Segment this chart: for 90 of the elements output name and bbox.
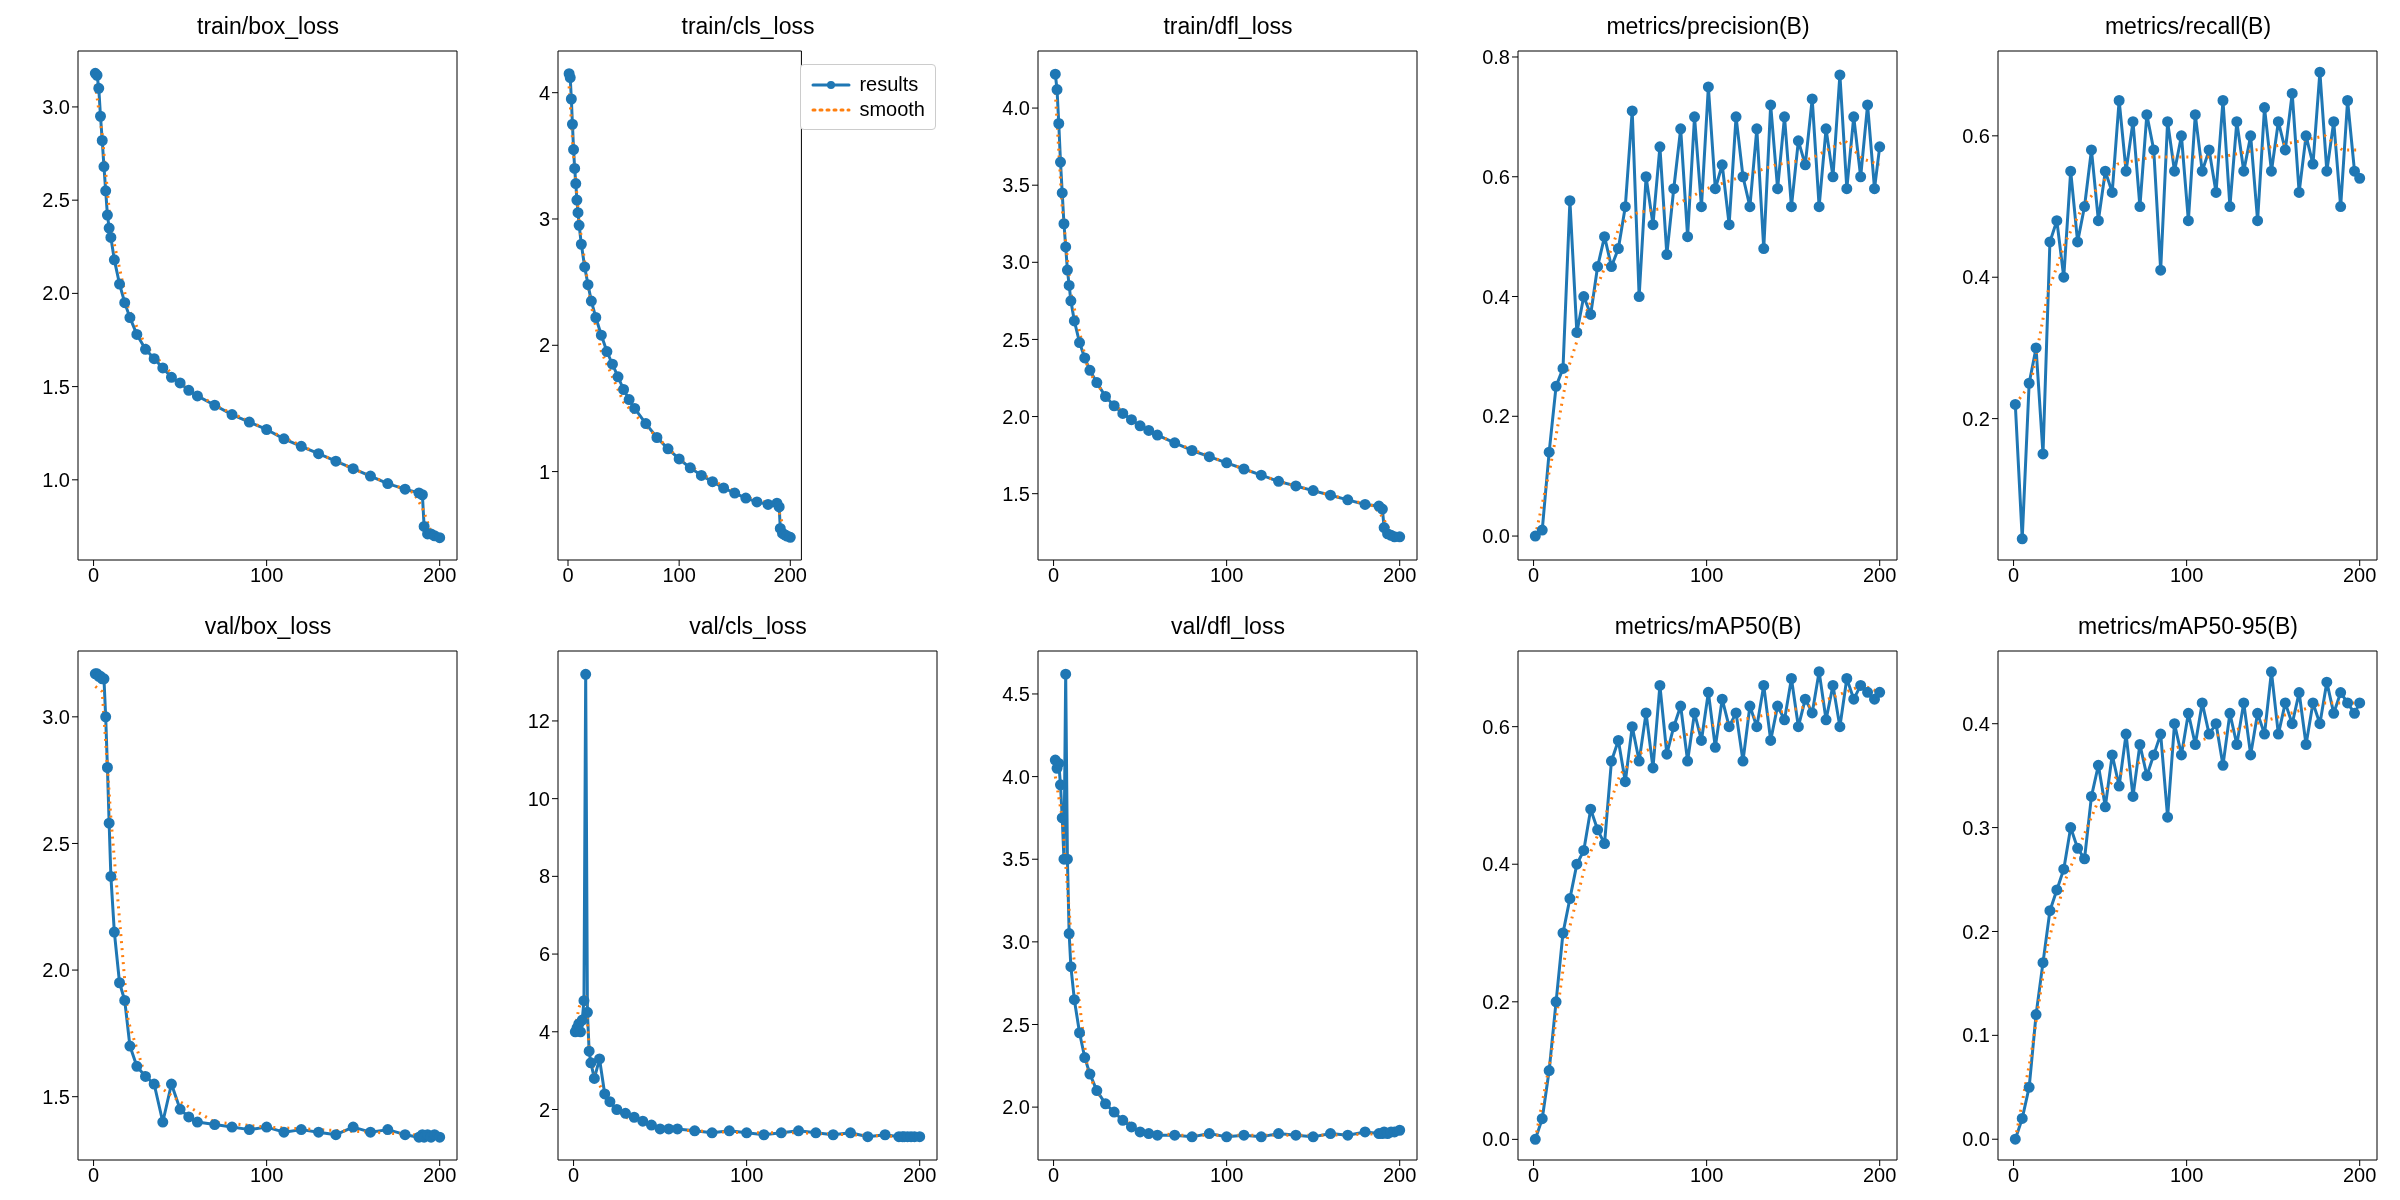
x-tick-label: 0 xyxy=(1048,1164,1060,1187)
x-tick-label: 100 xyxy=(249,564,284,587)
y-tick-label: 0.6 xyxy=(1482,165,1510,188)
legend-label: results xyxy=(859,73,919,96)
chart-title: metrics/recall(B) xyxy=(2103,12,2273,41)
chart-title: train/cls_loss xyxy=(680,12,816,41)
y-tick-label: 2.0 xyxy=(42,959,70,982)
x-tick-label: 0 xyxy=(568,1164,580,1187)
y-tick-label: 3.5 xyxy=(1002,174,1030,197)
y-tick-label: 2.5 xyxy=(42,832,70,855)
y-tick-label: 0.1 xyxy=(1962,1024,1990,1047)
y-tick-label: 2.5 xyxy=(1002,328,1030,351)
chart-title: val/box_loss xyxy=(203,612,333,641)
chart-title: metrics/precision(B) xyxy=(1605,12,1811,41)
x-tick-label: 100 xyxy=(729,1164,764,1187)
y-tick-label: 0.4 xyxy=(1962,266,1990,289)
y-tick-label: 0.8 xyxy=(1482,46,1510,69)
x-tick-label: 200 xyxy=(1383,564,1417,587)
chart-title: metrics/mAP50-95(B) xyxy=(2077,612,2299,641)
y-tick-label: 3.0 xyxy=(42,705,70,728)
x-tick-label: 200 xyxy=(903,1164,937,1187)
y-tick-label: 2 xyxy=(538,334,550,357)
y-tick-label: 0.3 xyxy=(1962,816,1990,839)
x-tick-label: 100 xyxy=(1689,564,1724,587)
x-tick-label: 200 xyxy=(2343,564,2377,587)
x-tick-label: 0 xyxy=(2008,1164,2020,1187)
x-tick-label: 100 xyxy=(1689,1164,1724,1187)
x-tick-label: 0 xyxy=(88,564,100,587)
x-tick-label: 100 xyxy=(662,564,696,587)
x-tick-label: 0 xyxy=(1528,564,1540,587)
x-tick-label: 0 xyxy=(88,1164,100,1187)
y-tick-label: 0.6 xyxy=(1962,124,1990,147)
y-tick-label: 2 xyxy=(538,1098,550,1121)
x-tick-label: 100 xyxy=(1209,564,1244,587)
x-tick-label: 0 xyxy=(1048,564,1060,587)
x-tick-label: 200 xyxy=(1863,564,1897,587)
chart-title: val/dfl_loss xyxy=(1170,612,1286,641)
chart-title: metrics/mAP50(B) xyxy=(1613,612,1803,641)
y-tick-label: 4.0 xyxy=(1002,97,1030,120)
x-tick-label: 200 xyxy=(1863,1164,1897,1187)
y-tick-label: 0.2 xyxy=(1962,407,1990,430)
y-tick-label: 2.5 xyxy=(1002,1013,1030,1036)
x-tick-label: 100 xyxy=(249,1164,284,1187)
y-tick-label: 3.0 xyxy=(1002,251,1030,274)
x-tick-label: 200 xyxy=(423,1164,457,1187)
chart-title: train/box_loss xyxy=(196,12,340,41)
y-tick-label: 0.0 xyxy=(1482,525,1510,548)
y-tick-label: 3.0 xyxy=(42,96,70,119)
chart-title: train/dfl_loss xyxy=(1162,12,1294,41)
y-tick-label: 0.4 xyxy=(1482,853,1510,876)
x-tick-label: 100 xyxy=(1209,1164,1244,1187)
x-tick-label: 200 xyxy=(1383,1164,1417,1187)
y-tick-label: 1.0 xyxy=(42,468,70,491)
y-tick-label: 1 xyxy=(538,460,550,483)
y-tick-label: 0.2 xyxy=(1962,920,1990,943)
x-tick-label: 100 xyxy=(2169,564,2204,587)
y-tick-label: 3.5 xyxy=(1002,848,1030,871)
y-tick-label: 2.0 xyxy=(1002,1096,1030,1119)
x-tick-label: 100 xyxy=(2169,1164,2204,1187)
y-tick-label: 1.5 xyxy=(42,375,70,398)
y-tick-label: 0.4 xyxy=(1962,712,1990,735)
y-tick-label: 10 xyxy=(527,787,550,810)
y-tick-label: 0.4 xyxy=(1482,285,1510,308)
y-tick-label: 0.6 xyxy=(1482,715,1510,738)
y-tick-label: 1.5 xyxy=(42,1085,70,1108)
y-tick-label: 3 xyxy=(538,208,550,231)
x-tick-label: 0 xyxy=(2008,564,2020,587)
y-tick-label: 0.2 xyxy=(1482,405,1510,428)
x-tick-label: 0 xyxy=(1528,1164,1540,1187)
y-tick-label: 1.5 xyxy=(1002,482,1030,505)
y-tick-label: 0.0 xyxy=(1962,1128,1990,1151)
x-tick-label: 200 xyxy=(423,564,457,587)
y-tick-label: 12 xyxy=(527,710,550,733)
y-tick-label: 2.0 xyxy=(42,282,70,305)
y-tick-label: 4 xyxy=(538,1020,550,1043)
y-tick-label: 2.0 xyxy=(1002,405,1030,428)
legend-label: smooth xyxy=(859,98,925,121)
y-tick-label: 3.0 xyxy=(1002,930,1030,953)
x-tick-label: 0 xyxy=(562,564,574,587)
y-tick-label: 4.0 xyxy=(1002,765,1030,788)
x-tick-label: 200 xyxy=(773,564,807,587)
y-tick-label: 2.5 xyxy=(42,189,70,212)
y-tick-label: 0.2 xyxy=(1482,990,1510,1013)
chart-title: val/cls_loss xyxy=(688,612,808,641)
y-tick-label: 6 xyxy=(538,943,550,966)
y-tick-label: 0.0 xyxy=(1482,1128,1510,1151)
y-tick-label: 4.5 xyxy=(1002,683,1030,706)
x-tick-label: 200 xyxy=(2343,1164,2377,1187)
y-tick-label: 8 xyxy=(538,865,550,888)
y-tick-label: 4 xyxy=(538,81,550,104)
